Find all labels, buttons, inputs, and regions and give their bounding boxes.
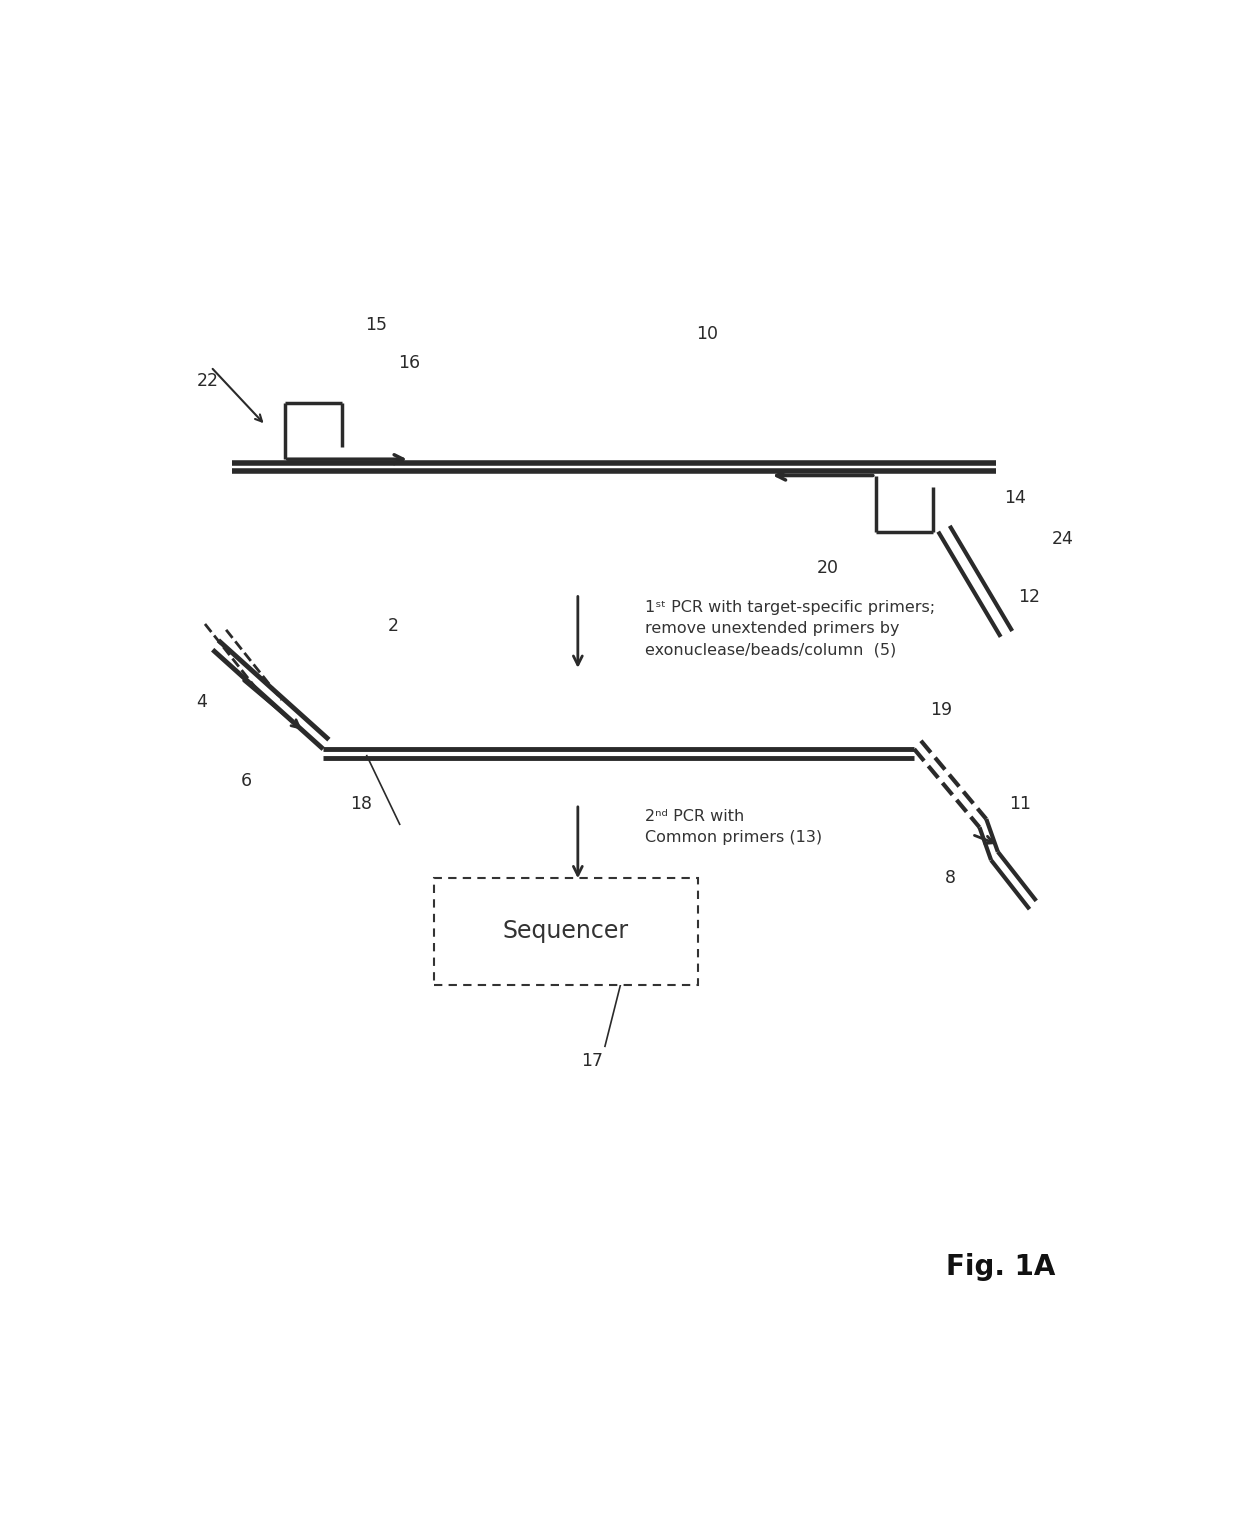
Text: 24: 24 (1053, 530, 1074, 548)
Text: 6: 6 (241, 771, 252, 789)
Text: 2ⁿᵈ PCR with
Common primers (13): 2ⁿᵈ PCR with Common primers (13) (645, 809, 822, 846)
Text: 14: 14 (1004, 489, 1025, 507)
Text: 16: 16 (398, 354, 420, 372)
Text: 1ˢᵗ PCR with target-specific primers;
remove unextended primers by
exonuclease/b: 1ˢᵗ PCR with target-specific primers; re… (645, 600, 935, 657)
Text: 8: 8 (945, 868, 956, 887)
Text: 20: 20 (817, 559, 838, 577)
Text: 2: 2 (388, 618, 399, 636)
Text: 4: 4 (196, 694, 207, 712)
Text: 19: 19 (930, 701, 952, 720)
Text: 22: 22 (197, 372, 218, 390)
Text: 11: 11 (1009, 795, 1030, 814)
Text: 17: 17 (582, 1052, 603, 1070)
Text: Fig. 1A: Fig. 1A (946, 1252, 1055, 1281)
Text: Sequencer: Sequencer (502, 920, 629, 943)
FancyBboxPatch shape (434, 877, 698, 985)
Text: 10: 10 (697, 325, 718, 343)
Text: 18: 18 (351, 795, 372, 814)
Text: 12: 12 (1018, 587, 1040, 606)
Text: 15: 15 (365, 316, 387, 334)
